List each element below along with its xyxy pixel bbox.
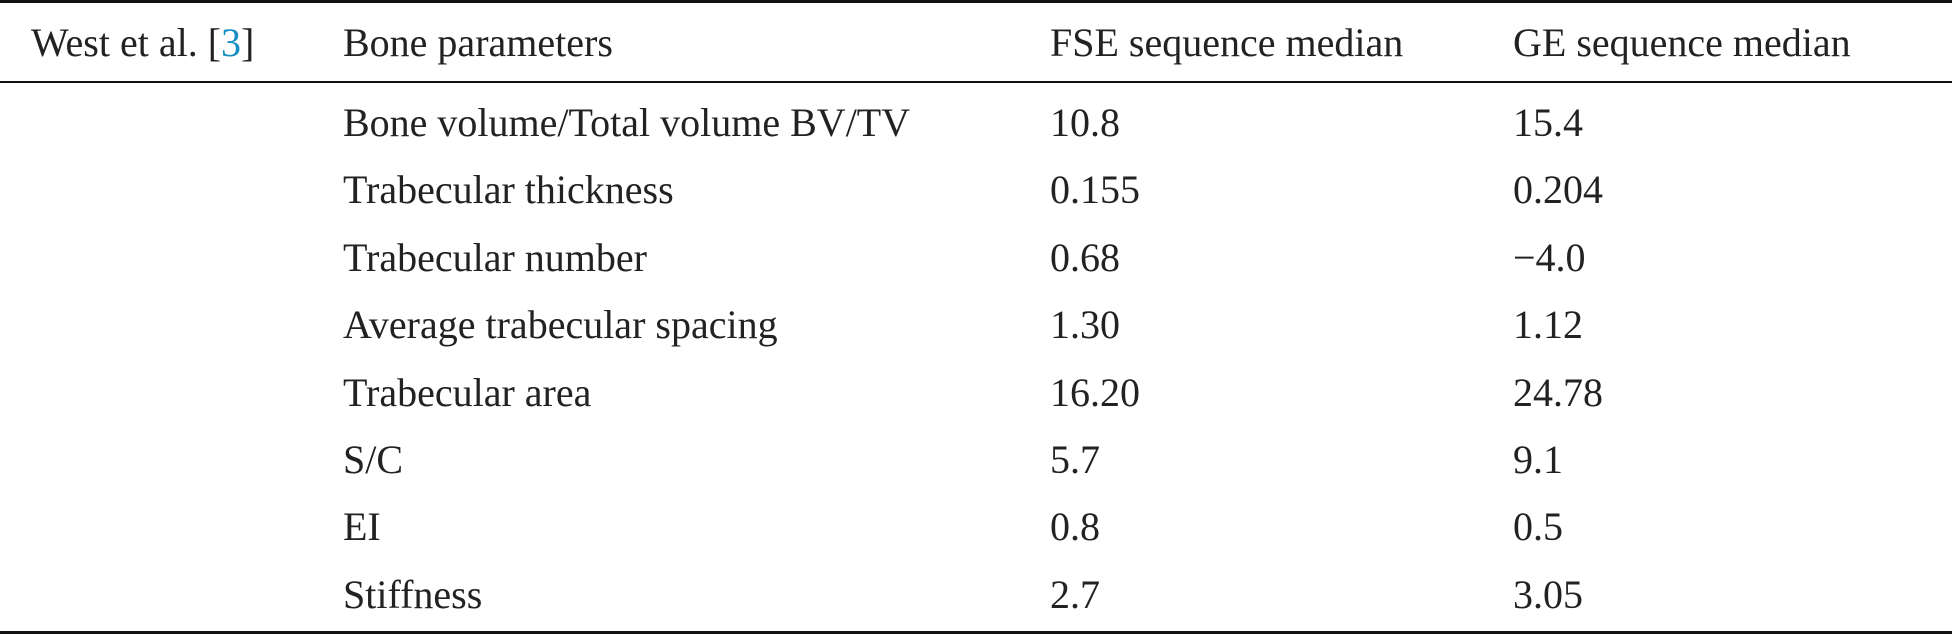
row-ge-value: 24.78	[1513, 370, 1603, 415]
row-parameter: Trabecular thickness	[343, 167, 674, 212]
row-ge-value: 0.204	[1513, 167, 1603, 212]
row-ge-value: 0.5	[1513, 504, 1563, 549]
header-rule	[0, 81, 1952, 83]
row-fse-value: 16.20	[1050, 370, 1140, 415]
row-parameter: EI	[343, 504, 381, 549]
row-fse-value: 10.8	[1050, 100, 1120, 145]
top-rule	[0, 0, 1952, 3]
row-ge-value: 9.1	[1513, 437, 1563, 482]
row-parameter: S/C	[343, 437, 404, 482]
row-ge-value: 15.4	[1513, 100, 1583, 145]
study-bracket-close: ]	[241, 20, 255, 65]
reference-link[interactable]: 3	[221, 20, 242, 65]
row-fse-value: 5.7	[1050, 437, 1100, 482]
row-fse-value: 2.7	[1050, 572, 1100, 617]
header-fse-median: FSE sequence median	[1050, 20, 1404, 65]
row-ge-value: 3.05	[1513, 572, 1583, 617]
row-parameter: Stiffness	[343, 572, 483, 617]
row-parameter: Bone volume/Total volume BV/TV	[343, 100, 911, 145]
study-author: West et al. [	[31, 20, 222, 65]
row-ge-value: −4.0	[1513, 235, 1586, 280]
study-citation: West et al. [3]	[31, 19, 254, 67]
bottom-rule	[0, 631, 1952, 634]
row-ge-value: 1.12	[1513, 302, 1583, 347]
row-parameter: Trabecular number	[343, 235, 647, 280]
row-parameter: Trabecular area	[343, 370, 592, 415]
row-fse-value: 0.155	[1050, 167, 1140, 212]
header-bone-parameters: Bone parameters	[343, 20, 613, 65]
header-ge-median: GE sequence median	[1513, 20, 1851, 65]
row-fse-value: 0.8	[1050, 504, 1100, 549]
row-parameter: Average trabecular spacing	[343, 302, 778, 347]
row-fse-value: 1.30	[1050, 302, 1120, 347]
row-fse-value: 0.68	[1050, 235, 1120, 280]
